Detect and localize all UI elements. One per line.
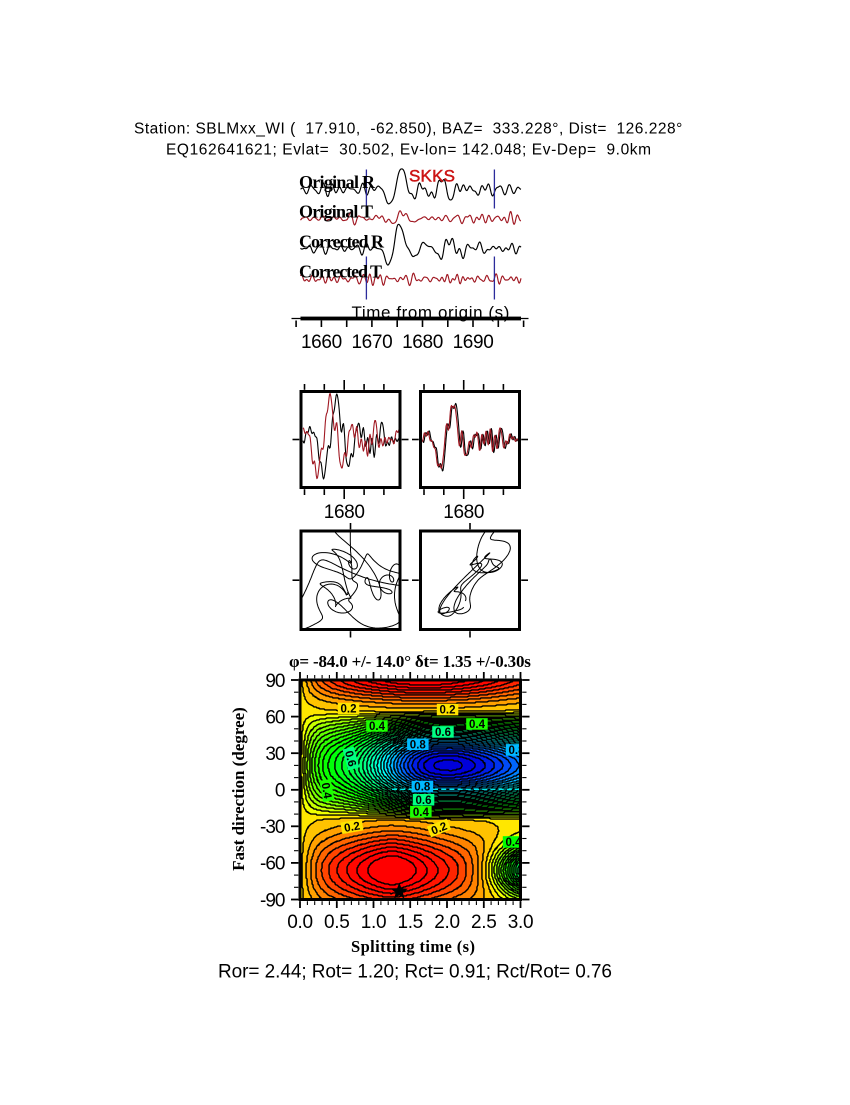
svg-text:2.5: 2.5 — [471, 912, 497, 933]
svg-text:Corrected T: Corrected T — [299, 262, 382, 282]
svg-text:30: 30 — [265, 744, 285, 765]
svg-text:Fast direction (degree): Fast direction (degree) — [229, 707, 248, 871]
svg-text:0.6: 0.6 — [342, 750, 358, 769]
svg-text:-60: -60 — [260, 854, 285, 875]
svg-text:2.0: 2.0 — [434, 912, 460, 933]
svg-text:3.0: 3.0 — [508, 912, 534, 933]
svg-text:0.4: 0.4 — [506, 837, 523, 849]
svg-text:0.2: 0.2 — [440, 705, 456, 717]
svg-text:1.0: 1.0 — [361, 912, 387, 933]
svg-text:0.2: 0.2 — [430, 821, 449, 838]
svg-text:0.4: 0.4 — [369, 721, 386, 733]
svg-text:Corrected R: Corrected R — [299, 232, 385, 252]
svg-text:-30: -30 — [260, 817, 285, 838]
svg-text:0.4: 0.4 — [413, 807, 430, 819]
svg-text:0.2: 0.2 — [341, 704, 357, 716]
svg-text:0.6: 0.6 — [435, 727, 451, 739]
svg-text:Original T: Original T — [299, 202, 373, 222]
svg-text:Original R: Original R — [299, 172, 376, 192]
svg-text:1.5: 1.5 — [397, 912, 423, 933]
svg-text:Station: SBLMxx_WI ( 17.910,: Station: SBLMxx_WI ( 17.910, -62.850), B… — [134, 121, 683, 138]
svg-text:1690: 1690 — [453, 332, 494, 353]
svg-text:0.8: 0.8 — [414, 782, 431, 794]
svg-text:0.2: 0.2 — [343, 820, 361, 835]
svg-text:0: 0 — [275, 781, 285, 802]
svg-text:SKKS: SKKS — [409, 167, 455, 186]
svg-text:0.4: 0.4 — [319, 782, 334, 800]
svg-text:1680: 1680 — [443, 502, 484, 523]
svg-text:0.6: 0.6 — [416, 795, 432, 807]
svg-text:1670: 1670 — [351, 332, 392, 353]
svg-text:1680: 1680 — [402, 332, 443, 353]
svg-text:0.0: 0.0 — [287, 912, 313, 933]
svg-text:EQ162641621; Evlat= 30.502, E: EQ162641621; Evlat= 30.502, Ev-lon= 142.… — [166, 142, 652, 159]
svg-text:0.4: 0.4 — [469, 719, 486, 731]
svg-text:0.8: 0.8 — [410, 739, 427, 751]
svg-text:0.5: 0.5 — [324, 912, 350, 933]
svg-text:Splitting time (s): Splitting time (s) — [351, 937, 475, 956]
svg-text:0.8: 0.8 — [509, 745, 526, 757]
svg-text:1660: 1660 — [301, 332, 342, 353]
svg-text:-90: -90 — [260, 890, 285, 911]
svg-text:90: 90 — [265, 671, 285, 692]
svg-text:60: 60 — [265, 707, 285, 728]
svg-text:Time from origin (s): Time from origin (s) — [352, 303, 511, 322]
svg-text:Ror= 2.44; Rot= 1.20; Rct= 0.9: Ror= 2.44; Rot= 1.20; Rct= 0.91; Rct/Rot… — [218, 962, 612, 983]
svg-text:1680: 1680 — [324, 502, 365, 523]
svg-text:φ= -84.0 +/- 14.0° δt= 1.35 +/: φ= -84.0 +/- 14.0° δt= 1.35 +/-0.30s — [289, 652, 531, 671]
